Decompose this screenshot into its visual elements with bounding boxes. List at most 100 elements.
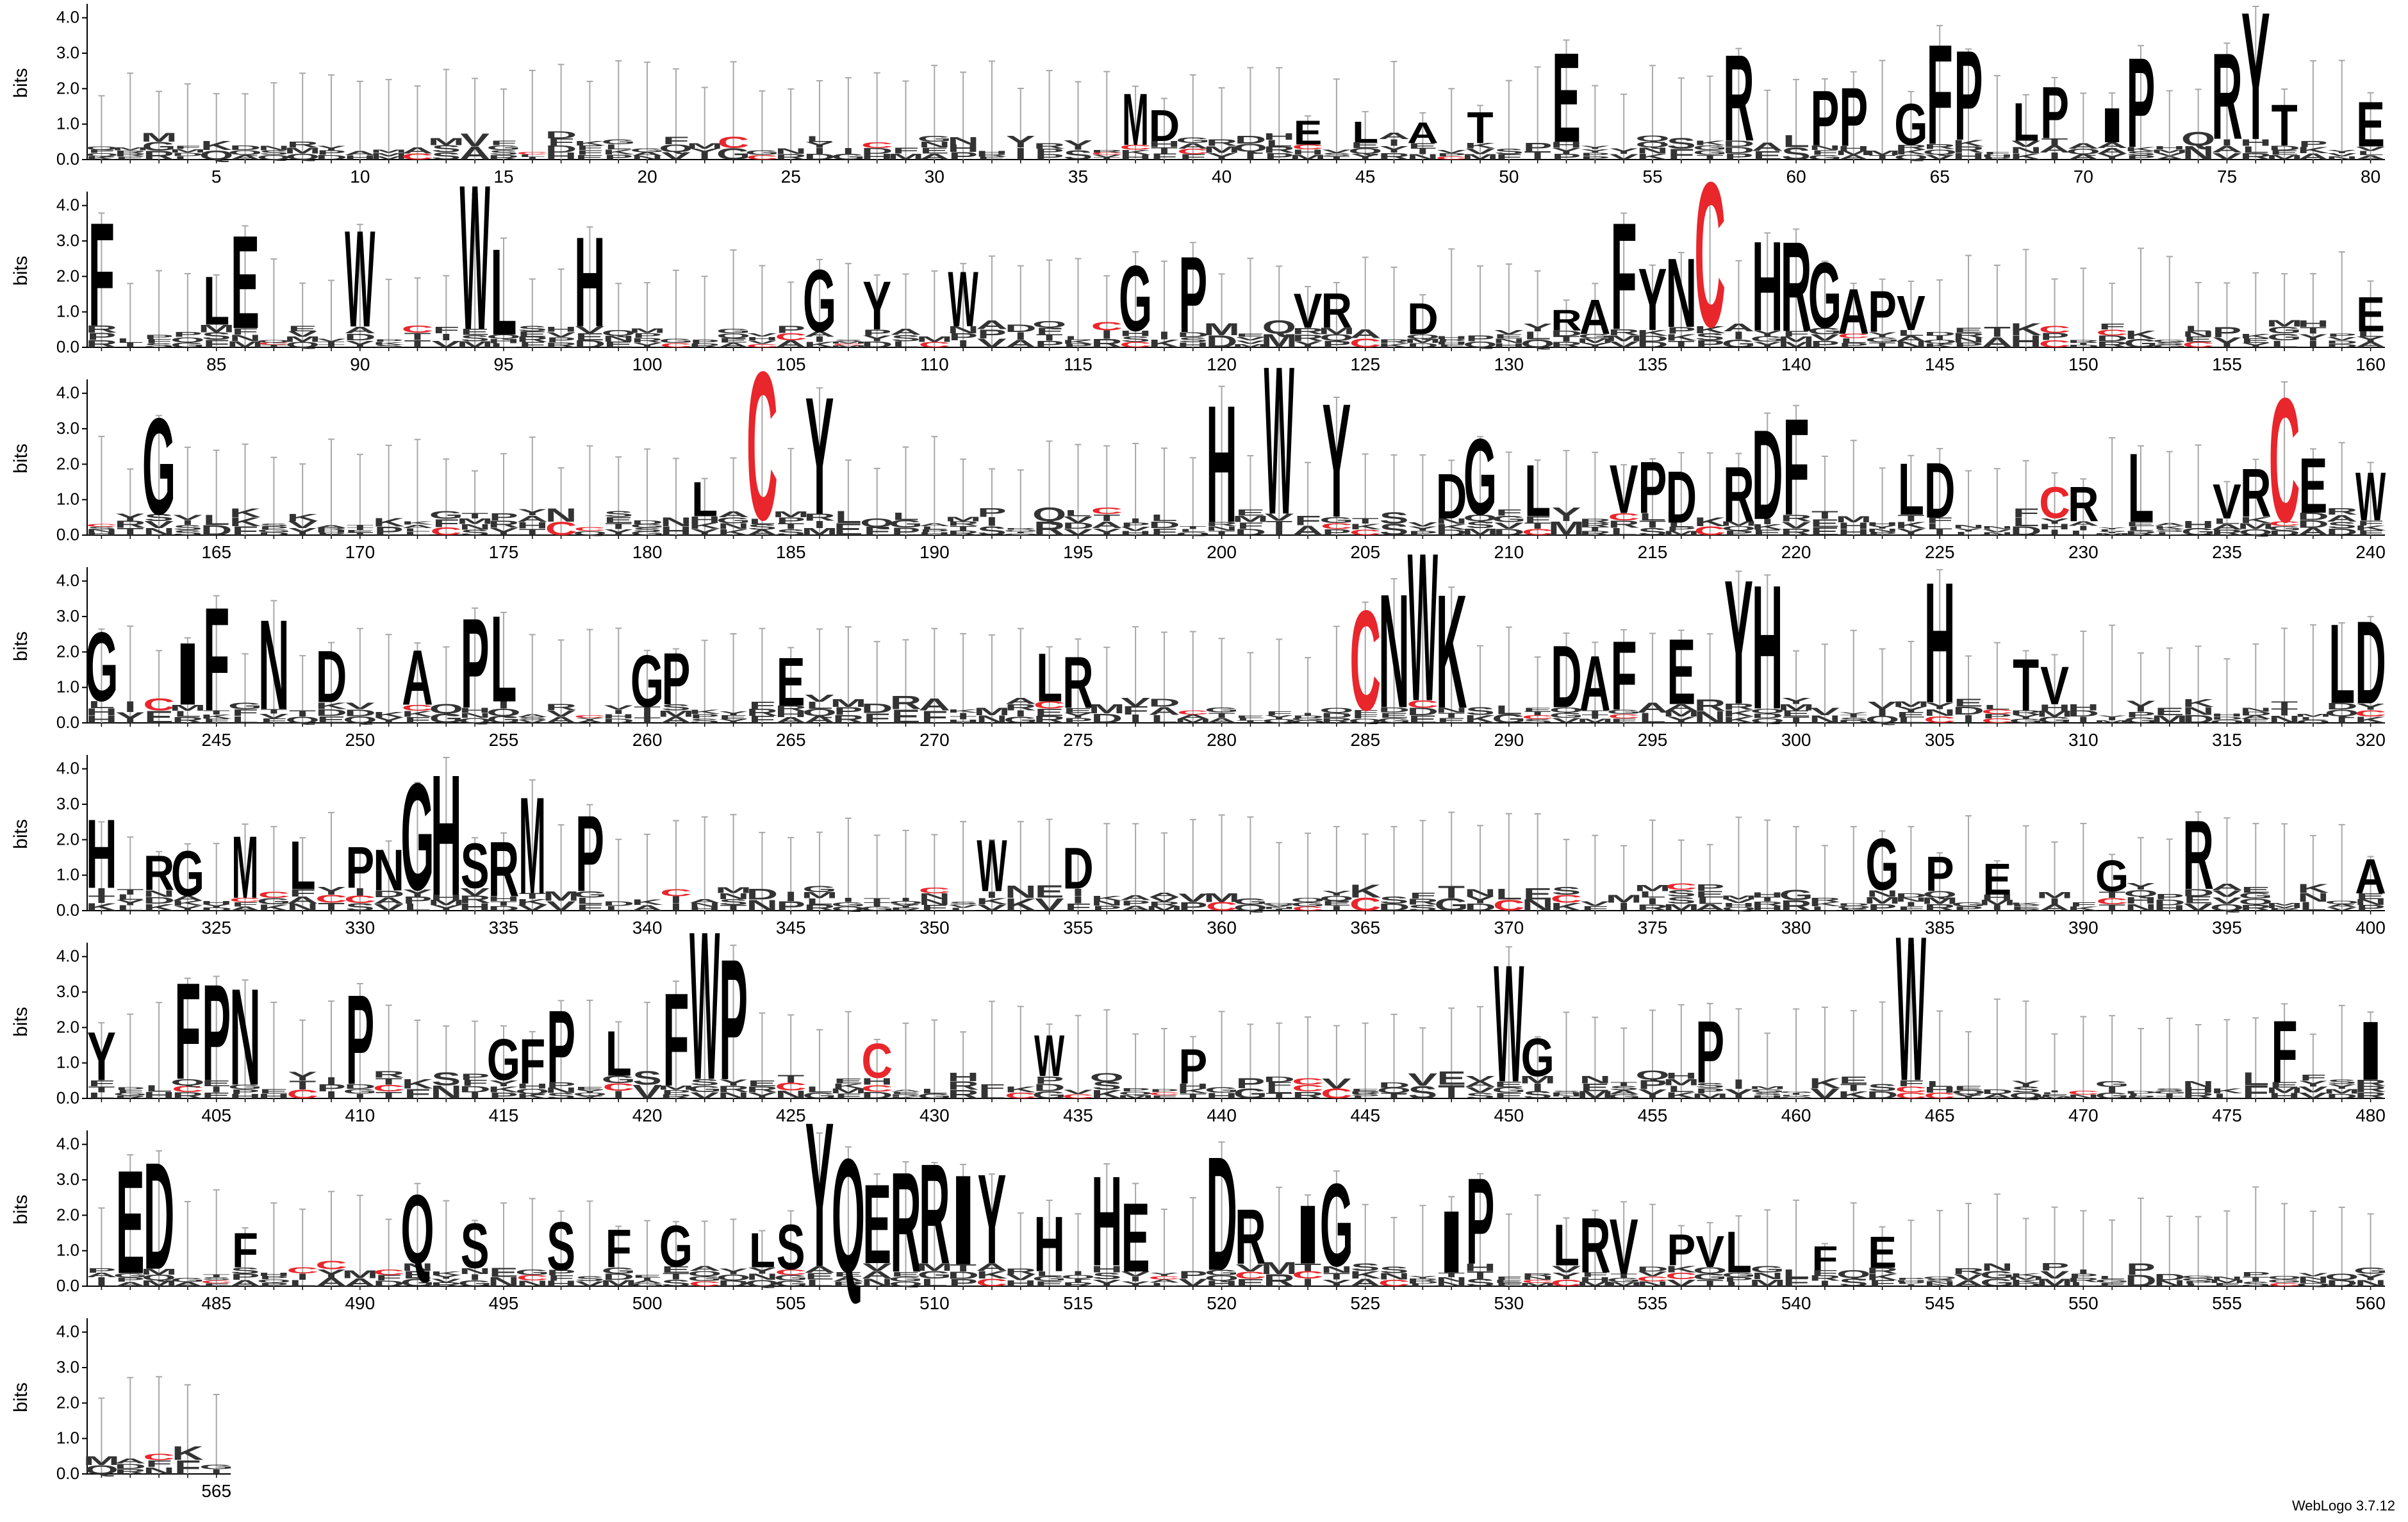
logo-letter: Q (1722, 525, 1756, 532)
x-tick-label: 350 (919, 918, 950, 938)
logo-letter: C (746, 327, 778, 565)
logo-letter: R (775, 153, 807, 161)
logo-letter: G (745, 149, 779, 156)
logo-letter: A (689, 1264, 721, 1272)
logo-letter: F (663, 965, 689, 1114)
logo-letter: N (1952, 336, 1984, 344)
logo-letter: C (258, 342, 290, 346)
logo-letter: E (977, 156, 1007, 160)
y-axis-label: bits (10, 68, 31, 98)
logo-letter: P (1552, 153, 1581, 161)
logo-letter: L (404, 531, 431, 536)
logo-letter: A (2096, 147, 2128, 156)
logo-letter: P (2241, 1271, 2270, 1278)
logo-letter: T (1581, 526, 1608, 533)
logo-letter: P (1724, 151, 1754, 161)
logo-letter: H (1119, 154, 1151, 161)
logo-letter: A (344, 325, 376, 336)
logo-letter: P (489, 511, 518, 522)
logo-letter: E (575, 1086, 605, 1091)
logo-letter: Q (85, 145, 119, 151)
logo-letter: F (748, 700, 775, 711)
logo-letter: V (2126, 699, 2156, 707)
y-tick-label: 3.0 (56, 1170, 79, 1189)
y-axis-label: bits (10, 631, 31, 661)
logo-letter: P (374, 339, 404, 343)
logo-letter: N (660, 515, 692, 529)
logo-letter: H (1435, 341, 1467, 345)
logo-letter: E (1235, 508, 1265, 518)
logo-letter: S (777, 1212, 805, 1283)
logo-letter: E (1408, 142, 1437, 150)
logo-letter: A (2039, 144, 2071, 154)
logo-letter: K (2182, 697, 2214, 709)
logo-letter: P (1064, 343, 1093, 349)
logo-letter: K (1895, 149, 1927, 156)
logo-letter: D (1235, 133, 1267, 146)
logo-letter: Y (345, 338, 375, 349)
logo-letter: P (202, 955, 231, 1109)
y-tick-label: 1.0 (56, 1241, 79, 1260)
logo-letter: G (889, 518, 923, 529)
logo-letter: F (2070, 901, 2097, 907)
x-tick-label: 190 (919, 542, 950, 562)
logo-letter: S (891, 333, 921, 343)
logo-letter: F (1266, 711, 1292, 716)
logo-letter: M (1462, 153, 1498, 161)
logo-letter: M (232, 818, 259, 917)
logo-letter: L (1064, 508, 1091, 518)
logo-letter: F (1783, 390, 1810, 544)
logo-letter: E (604, 340, 633, 349)
logo-letter: I (1014, 531, 1027, 534)
logo-letter: T (1668, 339, 1695, 350)
logo-letter: A (1292, 522, 1324, 538)
logo-letter: M (1261, 331, 1298, 352)
logo-letter: I (124, 698, 136, 715)
logo-letter: H (1263, 131, 1295, 142)
logo-letter: F (1611, 622, 1637, 731)
logo-letter: L (1496, 885, 1522, 903)
logo-letter: V (1925, 153, 1954, 161)
logo-letter: A (1579, 290, 1611, 345)
logo-letter: M (1122, 78, 1149, 160)
logo-letter: N (373, 838, 404, 904)
logo-letter: G (2123, 337, 2157, 350)
logo-letter: H (315, 529, 347, 533)
logo-letter: F (433, 324, 459, 335)
logo-letter: P (919, 529, 949, 533)
logo-letter: C (1321, 522, 1353, 531)
logo-letter: Q (2181, 128, 2215, 150)
logo-letter: H (344, 154, 376, 161)
x-tick-label: 510 (919, 1293, 950, 1313)
logo-letter: P (2040, 72, 2069, 154)
x-tick-label: 155 (2212, 354, 2242, 374)
logo-letter: S (1465, 519, 1495, 530)
logo-letter: C (746, 343, 779, 349)
logo-letter: P (1839, 71, 1868, 165)
x-tick-label: 105 (776, 354, 806, 374)
logo-letter: Q (1032, 504, 1066, 525)
logo-letter: G (716, 327, 750, 335)
logo-letter: A (2068, 142, 2100, 151)
logo-letter: D (2096, 334, 2128, 343)
logo-letter: R (114, 150, 146, 154)
logo-letter: Y (2356, 335, 2386, 343)
logo-letter: G (1808, 244, 1842, 348)
x-tick-label: 200 (1207, 542, 1237, 562)
logo-letter: C (1435, 156, 1467, 161)
logo-letter: M (1777, 335, 1814, 343)
logo-letter: L (1036, 640, 1062, 716)
logo-letter: G (1119, 247, 1152, 351)
logo-letter: G (2152, 344, 2186, 348)
logo-letter: Y (317, 144, 346, 151)
y-tick-label: 0.0 (56, 900, 79, 920)
logo-letter: I (2099, 97, 2126, 153)
logo-letter: G (802, 884, 836, 894)
x-tick-label: 100 (632, 354, 663, 374)
logo-letter: C (2096, 328, 2128, 337)
logo-letter: C (1349, 336, 1381, 350)
logo-letter: N (1579, 1074, 1611, 1086)
logo-letter: Y (87, 1019, 116, 1096)
logo-letter: P (690, 338, 720, 345)
logo-letter: R (488, 518, 520, 530)
